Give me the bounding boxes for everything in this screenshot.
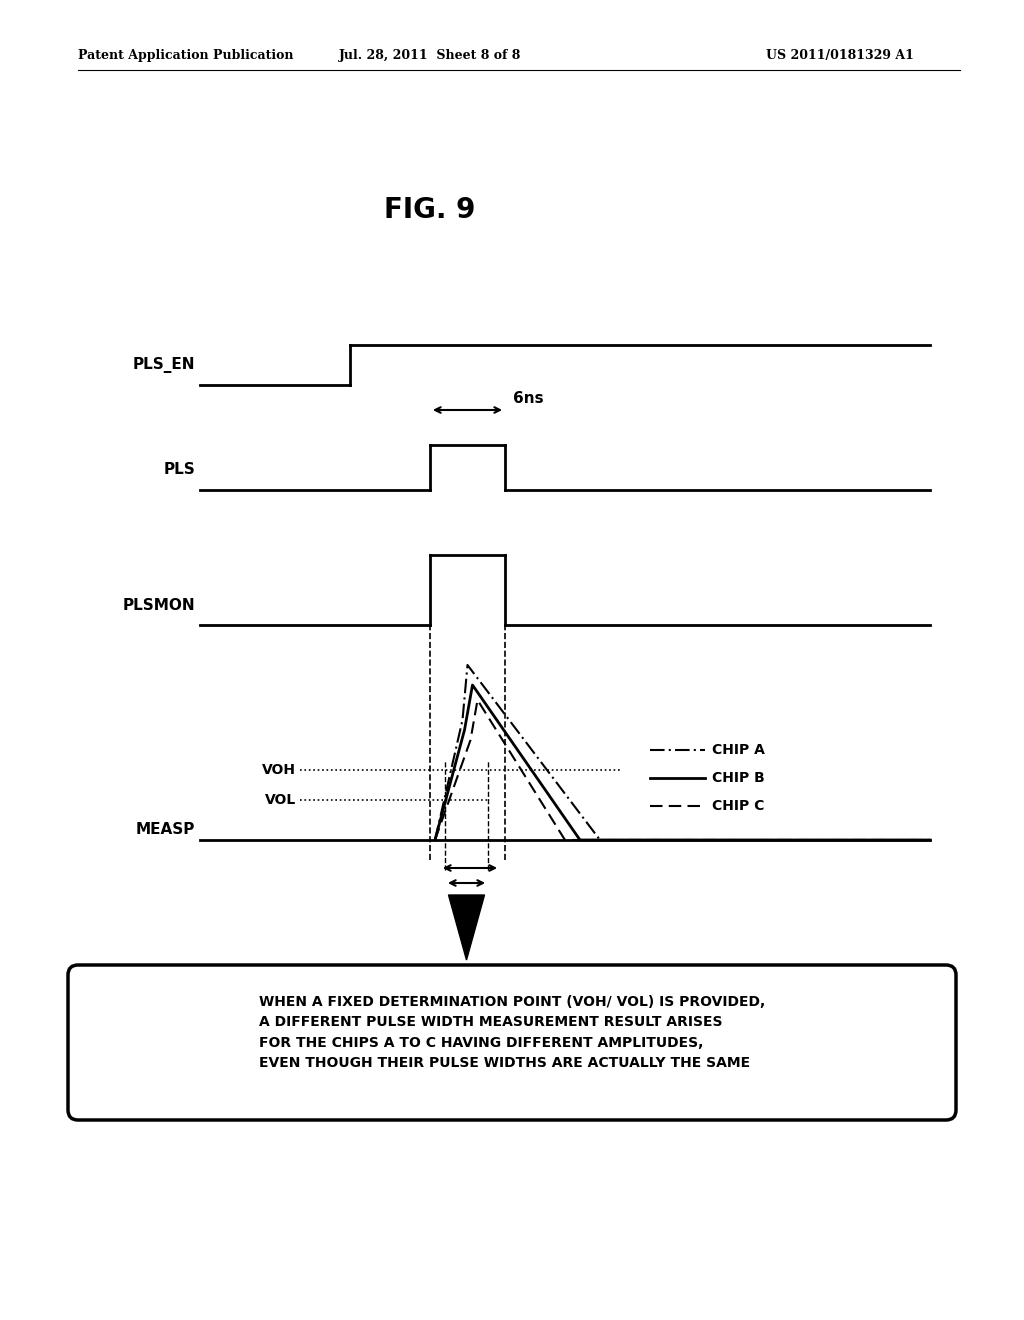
Text: Patent Application Publication: Patent Application Publication	[78, 49, 294, 62]
Text: WHEN A FIXED DETERMINATION POINT (VOH/ VOL) IS PROVIDED,
A DIFFERENT PULSE WIDTH: WHEN A FIXED DETERMINATION POINT (VOH/ V…	[259, 994, 765, 1071]
Text: CHIP C: CHIP C	[712, 799, 764, 813]
Polygon shape	[449, 895, 484, 960]
Text: VOH: VOH	[262, 763, 296, 777]
Text: PLS_EN: PLS_EN	[132, 356, 195, 374]
Text: Jul. 28, 2011  Sheet 8 of 8: Jul. 28, 2011 Sheet 8 of 8	[339, 49, 521, 62]
Text: US 2011/0181329 A1: US 2011/0181329 A1	[766, 49, 914, 62]
Text: CHIP A: CHIP A	[712, 743, 765, 756]
Text: PLSMON: PLSMON	[123, 598, 195, 612]
Text: FIG. 9: FIG. 9	[384, 195, 476, 224]
Text: CHIP B: CHIP B	[712, 771, 765, 785]
Text: VOL: VOL	[265, 793, 296, 807]
FancyBboxPatch shape	[68, 965, 956, 1119]
Text: MEASP: MEASP	[135, 822, 195, 837]
Text: PLS: PLS	[163, 462, 195, 478]
Text: 6ns: 6ns	[513, 391, 544, 407]
